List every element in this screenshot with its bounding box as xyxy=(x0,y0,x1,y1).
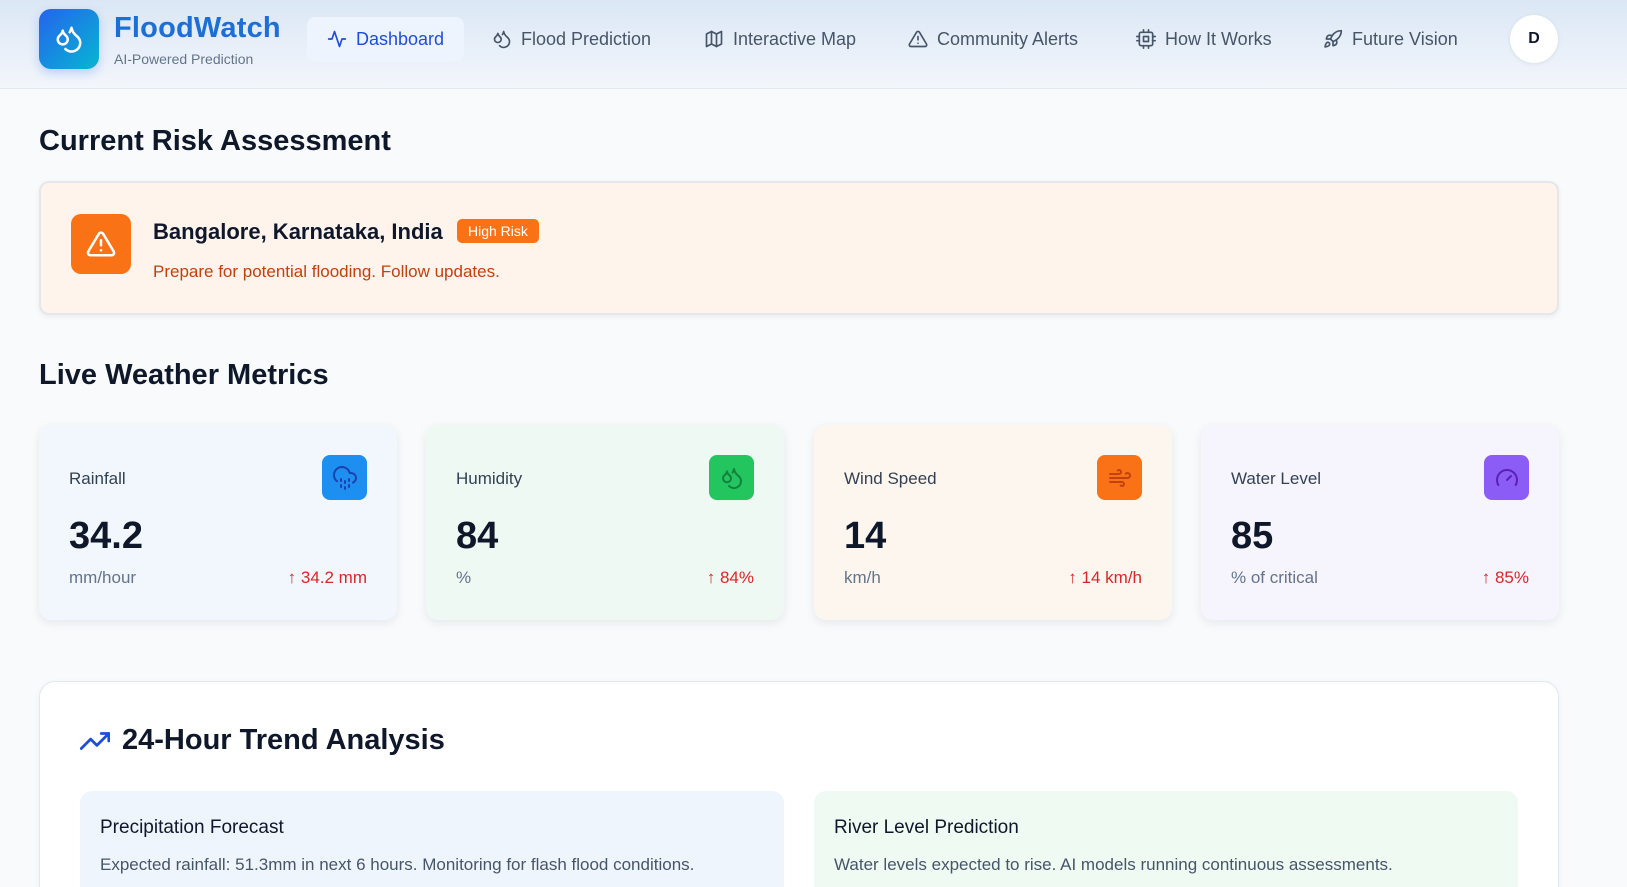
risk-location: Bangalore, Karnataka, India xyxy=(153,219,443,244)
warning-icon xyxy=(71,214,131,274)
metric-card-water-level: Water Level 85 % of critical ↑ 85% xyxy=(1201,425,1559,620)
risk-alert-card: Bangalore, Karnataka, India High Risk Pr… xyxy=(39,181,1559,315)
trend-title: 24-Hour Trend Analysis xyxy=(80,724,445,757)
metric-value: 85 xyxy=(1231,515,1274,557)
forecast-title: Precipitation Forecast xyxy=(100,817,284,838)
nav-community-alerts[interactable]: Community Alerts xyxy=(888,17,1098,61)
metric-unit: % xyxy=(456,568,472,587)
metric-value: 84 xyxy=(456,515,499,557)
nav-label: Interactive Map xyxy=(733,28,857,49)
metric-card-wind-speed: Wind Speed 14 km/h ↑ 14 km/h xyxy=(814,425,1172,620)
gauge-icon xyxy=(1484,455,1529,500)
top-header: FloodWatch AI-Powered Prediction Dashboa… xyxy=(0,0,1627,89)
metric-value: 14 xyxy=(844,515,887,557)
metric-label: Humidity xyxy=(456,469,523,488)
nav-flood-prediction[interactable]: Flood Prediction xyxy=(472,17,671,61)
risk-section-title: Current Risk Assessment xyxy=(39,125,391,157)
wind-icon xyxy=(1097,455,1142,500)
river-level-prediction-card: River Level Prediction Water levels expe… xyxy=(814,791,1518,887)
metric-label: Wind Speed xyxy=(844,469,937,488)
forecast-text: Water levels expected to rise. AI models… xyxy=(834,855,1393,874)
alert-triangle-icon xyxy=(908,30,928,48)
nav-future-vision[interactable]: Future Vision xyxy=(1303,17,1478,61)
risk-level-badge: High Risk xyxy=(457,219,539,243)
nav-label: How It Works xyxy=(1165,28,1272,49)
trend-title-text: 24-Hour Trend Analysis xyxy=(122,724,445,756)
trend-analysis-panel: 24-Hour Trend Analysis Precipitation For… xyxy=(39,681,1559,887)
cloud-rain-icon xyxy=(322,455,367,500)
metric-label: Water Level xyxy=(1231,469,1322,488)
trending-up-icon xyxy=(80,731,110,750)
metric-card-humidity: Humidity 84 % ↑ 84% xyxy=(426,425,784,620)
metric-card-rainfall: Rainfall 34.2 mm/hour ↑ 34.2 mm xyxy=(39,425,397,620)
activity-icon xyxy=(327,30,347,48)
rocket-icon xyxy=(1324,29,1343,48)
nav-label: Flood Prediction xyxy=(521,28,652,49)
metric-change: ↑ 84% xyxy=(706,568,754,587)
nav-label: Community Alerts xyxy=(937,28,1079,49)
precipitation-forecast-card: Precipitation Forecast Expected rainfall… xyxy=(80,791,784,887)
user-avatar[interactable]: D xyxy=(1510,15,1558,63)
risk-message: Prepare for potential flooding. Follow u… xyxy=(153,262,500,281)
nav-dashboard[interactable]: Dashboard xyxy=(307,17,465,61)
map-icon xyxy=(705,30,723,48)
nav-how-it-works[interactable]: How It Works xyxy=(1116,17,1292,61)
metric-unit: mm/hour xyxy=(69,568,137,587)
nav-label: Dashboard xyxy=(356,28,445,49)
droplets-icon xyxy=(709,455,754,500)
brand-name[interactable]: FloodWatch xyxy=(114,12,281,44)
metric-change: ↑ 85% xyxy=(1481,568,1529,587)
metric-unit: km/h xyxy=(844,568,881,587)
metric-label: Rainfall xyxy=(69,469,126,488)
metrics-section-title: Live Weather Metrics xyxy=(39,359,329,391)
forecast-text: Expected rainfall: 51.3mm in next 6 hour… xyxy=(100,855,695,874)
droplets-icon xyxy=(493,30,511,49)
nav-label: Future Vision xyxy=(1352,28,1458,49)
metric-change: ↑ 34.2 mm xyxy=(287,568,367,587)
forecast-title: River Level Prediction xyxy=(834,817,1019,838)
metric-change: ↑ 14 km/h xyxy=(1068,568,1142,587)
brand-subtitle: AI-Powered Prediction xyxy=(114,51,254,67)
nav-interactive-map[interactable]: Interactive Map xyxy=(684,17,876,61)
cpu-icon xyxy=(1136,29,1156,49)
metric-value: 34.2 xyxy=(69,515,143,557)
logo-icon[interactable] xyxy=(39,9,99,69)
metric-unit: % of critical xyxy=(1231,568,1318,587)
